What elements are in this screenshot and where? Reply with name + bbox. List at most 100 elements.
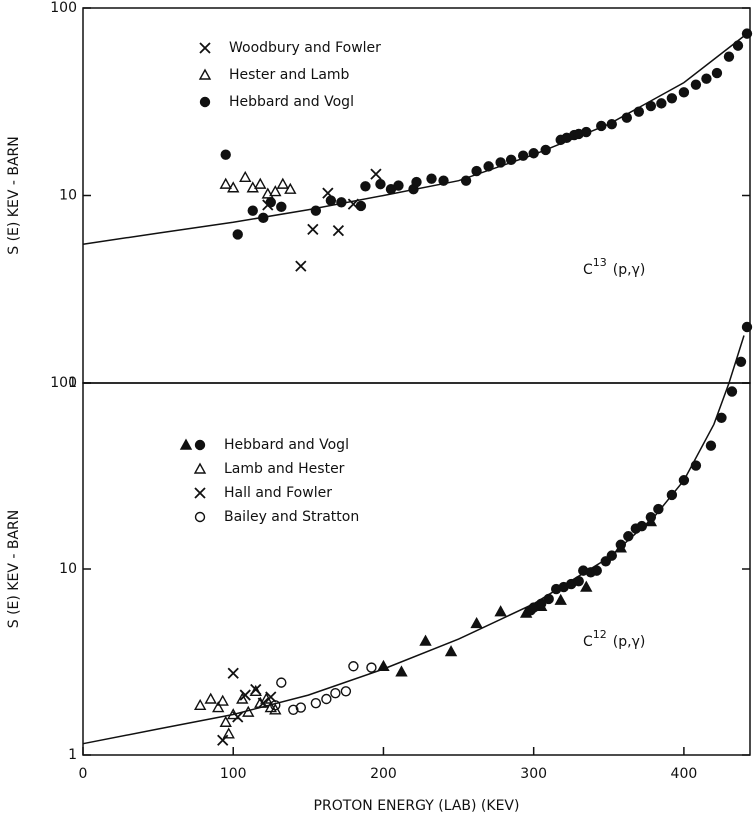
marker-circle bbox=[199, 96, 211, 108]
marker-circle bbox=[711, 67, 723, 79]
marker-circle bbox=[348, 661, 359, 672]
marker-triangle bbox=[284, 182, 297, 194]
marker-circle bbox=[393, 180, 404, 191]
marker-circle bbox=[705, 440, 717, 451]
marker-circle bbox=[653, 503, 664, 515]
legend-label: Hebbard and Vogl bbox=[224, 437, 349, 453]
marker-circle bbox=[247, 205, 258, 216]
marker-circle bbox=[265, 197, 276, 208]
marker-circle bbox=[636, 520, 648, 532]
annotation: C13 (p,γ) bbox=[583, 256, 645, 278]
fit-curve bbox=[82, 30, 751, 245]
marker-circle bbox=[276, 201, 287, 213]
marker-triangle bbox=[212, 701, 225, 713]
marker-triangle bbox=[239, 170, 252, 183]
marker-circle bbox=[194, 439, 206, 451]
marker-circle bbox=[735, 356, 747, 368]
marker-circle bbox=[678, 87, 690, 98]
marker-x bbox=[370, 168, 382, 180]
marker-circle bbox=[366, 662, 377, 673]
marker-circle bbox=[726, 386, 738, 397]
marker-triangle bbox=[204, 692, 217, 704]
marker-x bbox=[239, 689, 251, 701]
marker-triangle bbox=[227, 181, 240, 193]
marker-x bbox=[295, 260, 307, 272]
marker-triangle bbox=[269, 185, 282, 197]
marker-triangle bbox=[216, 694, 229, 706]
x-tick-label: 0 bbox=[79, 766, 88, 782]
marker-triangle bbox=[254, 177, 267, 189]
annotation-element: C bbox=[583, 634, 593, 650]
marker-circle bbox=[666, 93, 678, 104]
marker-triangle bbox=[179, 438, 193, 450]
plot-frame bbox=[82, 382, 751, 756]
marker-circle bbox=[741, 321, 753, 333]
marker-circle bbox=[360, 181, 371, 192]
annotation-reaction: (p,γ) bbox=[613, 634, 646, 650]
legend-label: Hebbard and Vogl bbox=[229, 94, 354, 110]
y-tick-label: 100 bbox=[50, 375, 77, 391]
marker-x bbox=[332, 224, 345, 237]
marker-x bbox=[194, 487, 206, 499]
y-tick-label: 10 bbox=[59, 561, 77, 577]
marker-circle bbox=[591, 565, 602, 576]
marker-circle bbox=[426, 173, 437, 184]
x-tick-label: 300 bbox=[520, 766, 547, 782]
x-tick-label: 200 bbox=[370, 766, 397, 782]
marker-triangle bbox=[580, 580, 593, 592]
y-axis-label: S (E) KEV - BARN bbox=[6, 510, 22, 629]
marker-triangle bbox=[276, 177, 289, 189]
annotation-mass: 12 bbox=[593, 628, 607, 641]
marker-circle bbox=[355, 200, 367, 212]
marker-circle bbox=[321, 693, 332, 705]
marker-triangle bbox=[193, 698, 207, 711]
x-tick-label: 400 bbox=[671, 766, 698, 782]
marker-circle bbox=[288, 704, 299, 715]
marker-triangle bbox=[236, 692, 249, 704]
legend-label: Bailey and Stratton bbox=[224, 509, 359, 525]
annotation-reaction: (p,γ) bbox=[613, 262, 646, 278]
marker-circle bbox=[295, 702, 307, 713]
marker-circle bbox=[325, 195, 337, 206]
marker-triangle bbox=[470, 616, 483, 629]
marker-circle bbox=[716, 412, 727, 423]
marker-circle bbox=[690, 79, 702, 90]
marker-circle bbox=[615, 539, 627, 550]
marker-triangle bbox=[219, 177, 232, 189]
y-tick-label: 1 bbox=[68, 375, 77, 391]
marker-x bbox=[250, 683, 262, 696]
annotation-element: C bbox=[583, 262, 593, 278]
marker-triangle bbox=[395, 665, 408, 677]
marker-circle bbox=[375, 178, 386, 190]
marker-circle bbox=[330, 687, 341, 699]
legend-label: Hester and Lamb bbox=[229, 67, 350, 83]
legend-label: Lamb and Hester bbox=[224, 461, 345, 477]
marker-x bbox=[307, 223, 319, 235]
marker-x bbox=[217, 734, 229, 746]
x-tick-label: 100 bbox=[220, 766, 247, 782]
legend-label: Woodbury and Fowler bbox=[229, 40, 381, 56]
marker-circle bbox=[220, 149, 231, 160]
marker-circle bbox=[276, 677, 287, 688]
marker-x bbox=[199, 42, 211, 54]
marker-triangle bbox=[444, 645, 458, 657]
marker-circle bbox=[723, 51, 735, 62]
fit-curve bbox=[82, 335, 745, 745]
marker-triangle bbox=[193, 462, 207, 474]
marker-circle bbox=[656, 98, 667, 109]
marker-circle bbox=[411, 176, 422, 188]
marker-circle bbox=[645, 511, 657, 523]
marker-x bbox=[227, 667, 239, 679]
marker-circle bbox=[310, 697, 322, 709]
marker-triangle bbox=[198, 68, 212, 80]
legend-label: Hall and Fowler bbox=[224, 485, 332, 501]
plot-frame bbox=[82, 7, 751, 384]
y-tick-label: 100 bbox=[50, 0, 77, 16]
marker-circle bbox=[340, 686, 352, 697]
x-axis-label: PROTON ENERGY (LAB) (KEV) bbox=[314, 798, 520, 814]
marker-circle bbox=[194, 511, 206, 523]
marker-circle bbox=[232, 229, 243, 240]
annotation: C12 (p,γ) bbox=[583, 628, 645, 650]
marker-triangle bbox=[261, 187, 274, 199]
